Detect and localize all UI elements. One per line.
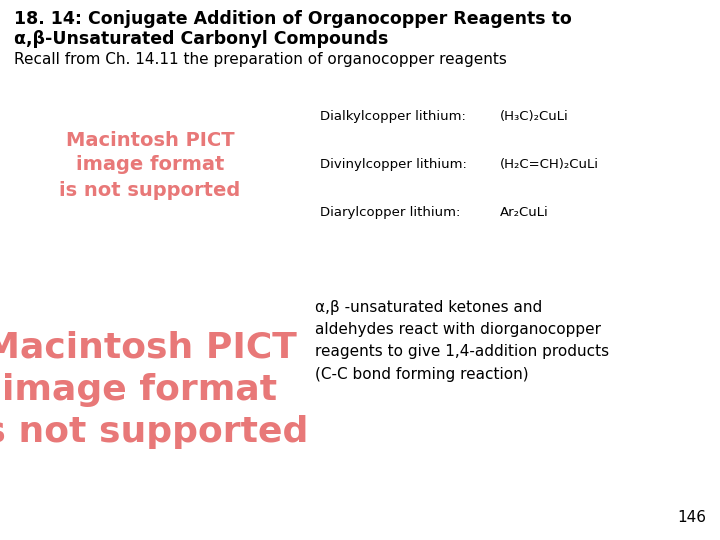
Text: (H₂C=CH)₂CuLi: (H₂C=CH)₂CuLi — [500, 158, 599, 171]
Text: Macintosh PICT
image format
is not supported: Macintosh PICT image format is not suppo… — [0, 331, 308, 449]
Text: 18. 14: Conjugate Addition of Organocopper Reagents to: 18. 14: Conjugate Addition of Organocopp… — [14, 10, 572, 28]
Text: Diarylcopper lithium:: Diarylcopper lithium: — [320, 206, 460, 219]
Text: Recall from Ch. 14.11 the preparation of organocopper reagents: Recall from Ch. 14.11 the preparation of… — [14, 52, 507, 67]
Text: Dialkylcopper lithium:: Dialkylcopper lithium: — [320, 110, 466, 123]
Text: Macintosh PICT
image format
is not supported: Macintosh PICT image format is not suppo… — [59, 131, 240, 199]
Text: Ar₂CuLi: Ar₂CuLi — [500, 206, 549, 219]
Text: Divinylcopper lithium:: Divinylcopper lithium: — [320, 158, 467, 171]
Text: (H₃C)₂CuLi: (H₃C)₂CuLi — [500, 110, 569, 123]
Text: α,β -unsaturated ketones and
aldehydes react with diorganocopper
reagents to giv: α,β -unsaturated ketones and aldehydes r… — [315, 300, 609, 382]
Text: 146: 146 — [677, 510, 706, 525]
Text: α,β-Unsaturated Carbonyl Compounds: α,β-Unsaturated Carbonyl Compounds — [14, 30, 388, 48]
